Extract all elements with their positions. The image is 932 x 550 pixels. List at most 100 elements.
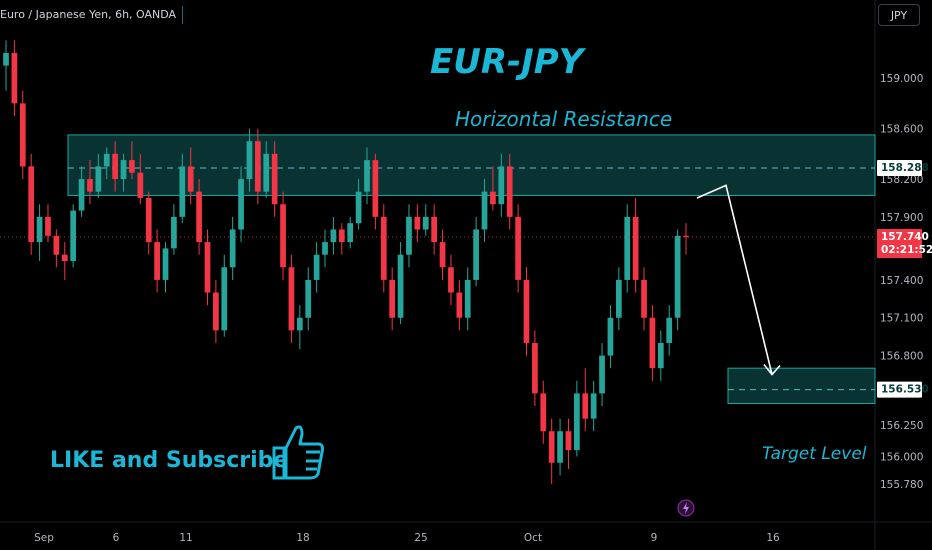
- candle-body: [296, 317, 303, 331]
- candle-body: [28, 166, 35, 243]
- candle: [607, 305, 614, 369]
- candle: [414, 204, 421, 243]
- candle-body: [615, 279, 622, 318]
- candle-body: [213, 292, 219, 331]
- candle: [137, 153, 144, 205]
- lightning-icon[interactable]: [677, 499, 695, 517]
- candle: [280, 191, 286, 280]
- candle: [431, 204, 438, 255]
- x-tick-label: Oct: [524, 532, 542, 544]
- candle: [120, 153, 127, 192]
- candle: [322, 229, 328, 268]
- candle-body: [372, 160, 379, 217]
- candle-body: [112, 153, 118, 180]
- candle: [380, 204, 387, 293]
- y-tick-label: 159.000: [880, 73, 923, 85]
- candle: [406, 204, 412, 268]
- candle-body: [87, 179, 93, 192]
- candle: [389, 267, 396, 331]
- x-tick-label: Sep: [34, 532, 54, 544]
- candle-body: [481, 191, 488, 230]
- candle: [271, 141, 278, 217]
- candle-body: [313, 254, 320, 280]
- candle: [221, 254, 228, 337]
- candle: [313, 242, 320, 293]
- candle-body: [288, 267, 295, 331]
- candle: [171, 204, 177, 255]
- candle-body: [414, 216, 421, 230]
- candle: [683, 223, 689, 255]
- candle-body: [590, 393, 597, 419]
- candle: [112, 141, 118, 192]
- candle: [19, 90, 26, 180]
- candle: [179, 153, 186, 224]
- candle-body: [607, 317, 614, 356]
- candle-body: [364, 160, 370, 192]
- candle: [305, 267, 312, 331]
- x-tick-label: 25: [414, 532, 427, 544]
- projection-arrow: [696, 184, 773, 375]
- candle: [523, 267, 530, 356]
- candle-body: [574, 393, 580, 451]
- candle-body: [456, 292, 463, 318]
- candle-body: [448, 267, 454, 293]
- candle: [61, 242, 68, 280]
- candle: [145, 191, 152, 255]
- candle-body: [389, 279, 396, 318]
- candle-body: [355, 191, 362, 224]
- candle: [490, 166, 496, 211]
- candle: [649, 305, 656, 381]
- target-zone: [727, 367, 876, 404]
- candle: [36, 204, 43, 261]
- candle: [448, 254, 454, 306]
- y-tick-label: 156.250: [880, 420, 923, 432]
- y-tick-label: 158.200: [880, 174, 923, 186]
- candle: [338, 223, 345, 255]
- candle-body: [61, 254, 68, 261]
- candle-body: [557, 431, 563, 463]
- like-subscribe-text: LIKE and Subscribe: [50, 448, 289, 473]
- candle-body: [229, 229, 236, 268]
- candle-body: [179, 166, 186, 217]
- candle-body: [347, 223, 354, 243]
- candle-body: [3, 52, 9, 66]
- candle-body: [137, 172, 144, 198]
- candle-body: [406, 216, 412, 255]
- candle-body: [490, 191, 496, 205]
- candle-body: [506, 166, 513, 217]
- resistance-price-badge-bg: [877, 159, 922, 176]
- candle-body: [305, 279, 312, 318]
- candle: [129, 141, 135, 180]
- candle-body: [263, 153, 270, 192]
- candle: [456, 279, 463, 331]
- candle-body: [548, 431, 555, 463]
- candle: [515, 204, 521, 293]
- candle-body: [204, 242, 211, 293]
- candle-body: [565, 431, 572, 451]
- candle: [288, 254, 295, 343]
- candle-body: [532, 342, 538, 394]
- candle-body: [271, 153, 278, 205]
- candle-body: [632, 216, 639, 280]
- candle-body: [674, 235, 681, 318]
- candle: [187, 147, 194, 205]
- y-tick-label: 157.900: [880, 212, 923, 224]
- candle-body: [498, 166, 505, 205]
- y-tick-label: 156.800: [880, 351, 923, 363]
- candle-body: [129, 160, 135, 173]
- candle: [439, 229, 446, 280]
- x-tick-label: 9: [651, 532, 658, 544]
- candle: [154, 229, 160, 293]
- candle: [213, 279, 219, 343]
- candle-body: [666, 317, 673, 343]
- candle-body: [683, 235, 689, 238]
- x-tick-label: 16: [766, 532, 780, 544]
- candle-body: [238, 179, 244, 230]
- currency-button[interactable]: JPY: [878, 4, 920, 26]
- candle: [254, 128, 261, 205]
- candle-body: [657, 342, 664, 369]
- candle-body: [540, 393, 547, 432]
